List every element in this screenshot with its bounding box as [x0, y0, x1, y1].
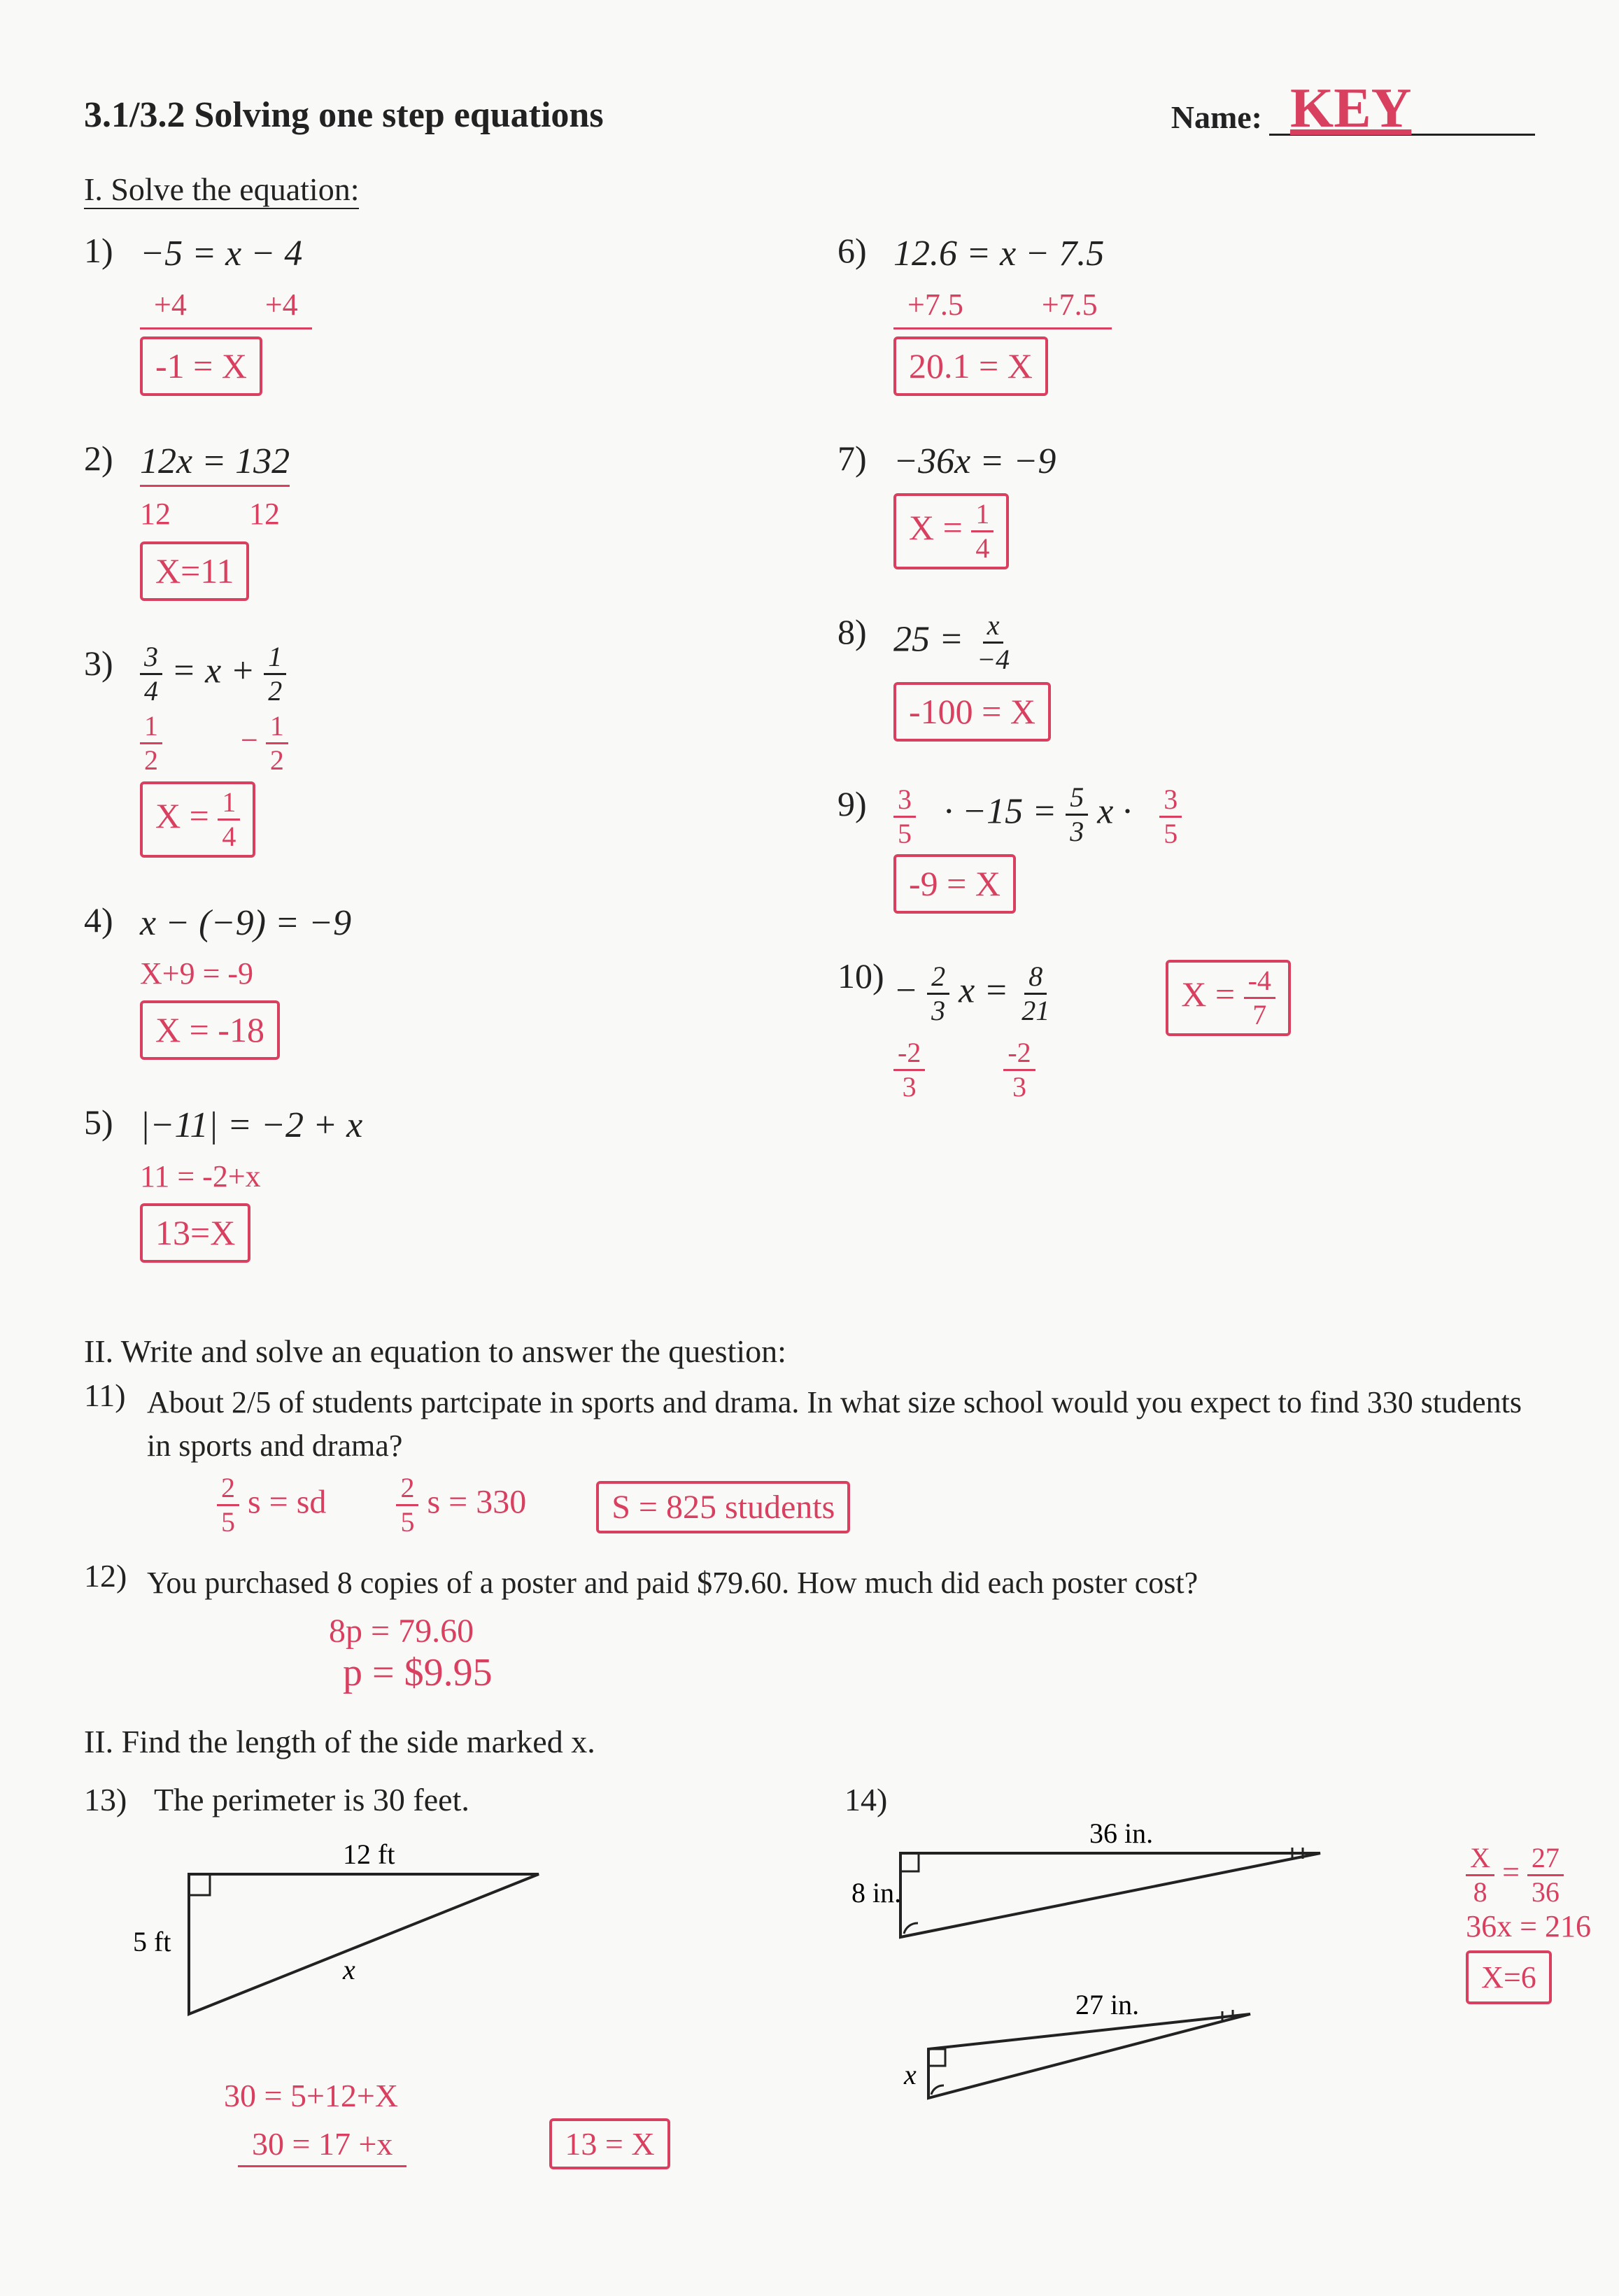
work-step: 36x = 216 — [1466, 1906, 1591, 1946]
section-3-heading: II. Find the length of the side marked x… — [84, 1723, 1535, 1760]
problem-2: 2) 12x = 132 12 12 X=11 — [84, 438, 782, 601]
equation: · −15 = 53 x · — [944, 784, 1131, 846]
answer-box: X=11 — [140, 541, 249, 601]
answer-text: p = $9.95 — [343, 1650, 1535, 1695]
problem-number: 13) — [84, 1781, 140, 1832]
answer-box: X = -47 — [1166, 960, 1291, 1036]
problem-label: The perimeter is 30 feet. — [154, 1781, 469, 1818]
problem-5: 5) |−11| = −2 + x 11 = -2+x 13=X — [84, 1102, 782, 1263]
problems-columns: 1) −5 = x − 4 +4 +4 -1 = X 2) 12x = 132 … — [84, 230, 1535, 1305]
equation: −5 = x − 4 — [140, 230, 302, 278]
work-step: X+9 = -9 — [140, 954, 253, 993]
work-step: 30 = 5+12+X — [224, 2077, 775, 2114]
problem-1: 1) −5 = x − 4 +4 +4 -1 = X — [84, 230, 782, 396]
name-field: Name: KEY — [1171, 70, 1535, 136]
equation: x − (−9) = −9 — [140, 900, 351, 947]
name-value: KEY — [1290, 78, 1411, 139]
work-step: 8p = 79.60 — [329, 1612, 1535, 1650]
work-row: 35 · −15 = 53 x · 35 — [893, 784, 1182, 850]
problem-8: 8) 25 = x−4 -100 = X — [837, 611, 1535, 742]
problem-number: 7) — [837, 438, 893, 479]
equation: −36x = −9 — [893, 438, 1056, 486]
side-label: 12 ft — [343, 1838, 395, 1870]
answer-box: S = 825 students — [596, 1481, 850, 1533]
answer-box: -1 = X — [140, 336, 262, 396]
problem-7: 7) −36x = −9 X = 14 — [837, 438, 1535, 570]
problem-number: 4) — [84, 900, 140, 940]
equation: 34 = x + 12 — [140, 643, 286, 705]
name-label: Name: — [1171, 99, 1262, 136]
problem-number: 10) — [837, 956, 893, 996]
answer-box: 20.1 = X — [893, 336, 1048, 396]
problem-11: 11) About 2/5 of students partcipate in … — [84, 1377, 1535, 1536]
word-problem-text: About 2/5 of students partcipate in spor… — [147, 1381, 1535, 1467]
triangle-13-icon: 12 ft 5 ft x — [84, 1832, 574, 2077]
answer-box: -100 = X — [893, 682, 1051, 742]
problem-number: 5) — [84, 1102, 140, 1142]
work-step: -23 -23 — [893, 1039, 1035, 1101]
section-2-heading: II. Write and solve an equation to answe… — [84, 1333, 1535, 1370]
problem-12: 12) You purchased 8 copies of a poster a… — [84, 1557, 1535, 1695]
work-step: 30 = 17 +x — [238, 2125, 406, 2167]
work-step: 12 − 12 — [140, 712, 288, 774]
work-step: +4 +4 — [140, 285, 312, 329]
section-1-heading: I. Solve the equation: — [84, 171, 359, 209]
answer-box: X = -18 — [140, 1000, 280, 1060]
problem-number: 8) — [837, 611, 893, 652]
problem-number: 3) — [84, 643, 140, 683]
work-step: 11 = -2+x — [140, 1156, 261, 1196]
side-label: 36 in. — [1089, 1818, 1153, 1849]
work-step: +7.5 +7.5 — [893, 285, 1112, 329]
problem-4: 4) x − (−9) = −9 X+9 = -9 X = -18 — [84, 900, 782, 1061]
answer-box: X = 14 — [140, 781, 255, 858]
equation: 25 = x−4 — [893, 611, 1014, 674]
answer-box: 13 = X — [549, 2118, 670, 2169]
side-label: 5 ft — [133, 1926, 171, 1957]
answer-box: -9 = X — [893, 854, 1016, 914]
problem-3: 3) 34 = x + 12 12 − 12 X = 14 — [84, 643, 782, 858]
problem-number: 1) — [84, 230, 140, 271]
problem-number: 9) — [837, 784, 893, 824]
answer-box: 13=X — [140, 1203, 250, 1263]
problem-number: 12) — [84, 1557, 140, 1594]
side-label: x — [342, 1954, 355, 1985]
left-column: 1) −5 = x − 4 +4 +4 -1 = X 2) 12x = 132 … — [84, 230, 782, 1305]
problem-number: 6) — [837, 230, 893, 271]
equation: |−11| = −2 + x — [140, 1102, 362, 1149]
side-label: 27 in. — [1075, 1989, 1139, 2020]
problem-9: 9) 35 · −15 = 53 x · 35 -9 = X — [837, 784, 1535, 914]
work-column: X8 = 2736 36x = 216 X=6 — [1466, 1844, 1591, 2004]
problem-14: 14) 36 in. 8 in. 27 in. x X8 = 2736 36x … — [844, 1781, 1535, 2169]
problem-number: 2) — [84, 438, 140, 479]
problem-number: 11) — [84, 1377, 140, 1414]
side-label: x — [903, 2059, 917, 2090]
worksheet-title: 3.1/3.2 Solving one step equations — [84, 94, 604, 136]
worksheet-header: 3.1/3.2 Solving one step equations Name:… — [84, 70, 1535, 136]
work-step: X8 = 2736 — [1466, 1844, 1591, 1906]
answer-box: X = 14 — [893, 493, 1009, 569]
work-step: 12 12 — [140, 494, 280, 534]
problem-number: 14) — [844, 1781, 900, 1818]
triangle-problems: 13) The perimeter is 30 feet. 12 ft 5 ft… — [84, 1781, 1535, 2169]
side-label: 8 in. — [851, 1877, 901, 1908]
equation: − 23 x = 821 — [893, 963, 1054, 1025]
work-row: 25 s = sd 25 s = 330 S = 825 students — [217, 1474, 1535, 1536]
problem-13: 13) The perimeter is 30 feet. 12 ft 5 ft… — [84, 1781, 775, 2169]
equation: 12x = 132 — [140, 438, 290, 488]
work-row: − 23 x = 821 X = -47 — [893, 956, 1291, 1036]
equation: 12.6 = x − 7.5 — [893, 230, 1104, 278]
work-step: 25 s = sd — [217, 1474, 326, 1536]
answer-box: X=6 — [1466, 1950, 1552, 2004]
problem-10: 10) − 23 x = 821 X = -47 -23 -23 — [837, 956, 1535, 1104]
word-problem-text: You purchased 8 copies of a poster and p… — [147, 1561, 1535, 1605]
work-step: 25 s = 330 — [396, 1474, 526, 1536]
problem-6: 6) 12.6 = x − 7.5 +7.5 +7.5 20.1 = X — [837, 230, 1535, 396]
triangle-14-icon: 36 in. 8 in. 27 in. x — [844, 1818, 1348, 2126]
right-column: 6) 12.6 = x − 7.5 +7.5 +7.5 20.1 = X 7) … — [837, 230, 1535, 1305]
